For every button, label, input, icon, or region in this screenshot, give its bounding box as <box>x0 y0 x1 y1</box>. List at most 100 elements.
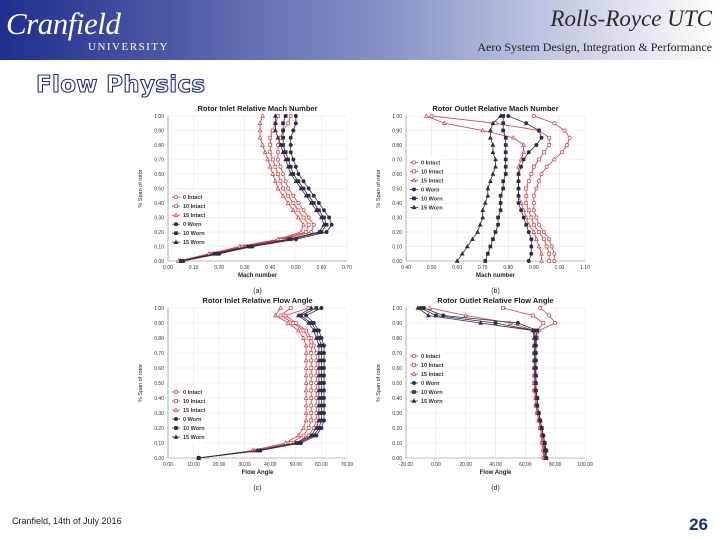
data-point <box>531 229 537 234</box>
y-tick-label: 0.20 <box>154 230 164 236</box>
data-point <box>552 157 557 162</box>
data-point <box>301 433 306 438</box>
y-tick-label: 0.80 <box>392 143 402 149</box>
legend-entry: 0 Intact <box>183 195 202 201</box>
data-point <box>547 259 552 263</box>
data-point <box>544 244 549 249</box>
data-point <box>487 178 493 184</box>
data-point <box>415 305 421 310</box>
data-point <box>534 402 540 408</box>
slide-header: Cranfield UNIVERSITY Rolls-Royce UTC Aer… <box>0 0 720 60</box>
data-point <box>303 402 309 408</box>
data-point <box>521 149 527 155</box>
data-point <box>329 222 334 227</box>
data-point <box>501 306 505 310</box>
data-point <box>314 306 319 310</box>
y-tick-label: 0.00 <box>154 259 164 265</box>
data-point <box>553 321 558 325</box>
legend-marker <box>174 426 178 430</box>
data-point <box>281 128 285 133</box>
data-point <box>309 351 314 355</box>
data-point <box>281 135 285 140</box>
y-tick-label: 0.80 <box>154 143 164 149</box>
data-point <box>278 313 283 318</box>
data-point <box>278 179 283 184</box>
data-point <box>327 215 332 220</box>
chart-legend: 0 Intact 10 Intact 15 Intact 0 Worn 10 Worn 1… <box>408 350 443 408</box>
legend-marker <box>412 390 416 394</box>
chart-legend: 0 Intact 10 Intact 15 Intact 0 Worn 10 Worn 1… <box>170 386 205 444</box>
data-point <box>482 200 488 205</box>
y-tick-label: 0.10 <box>154 245 164 251</box>
series-15-worn <box>196 305 322 460</box>
data-point <box>303 193 309 198</box>
legend-marker <box>412 169 416 174</box>
x-tick-label: 0.40 <box>401 265 411 271</box>
data-point <box>493 230 498 234</box>
data-point <box>306 215 311 220</box>
data-point <box>459 251 465 256</box>
data-point <box>493 164 498 169</box>
cranfield-logo: Cranfield UNIVERSITY <box>6 4 176 54</box>
data-point <box>490 142 496 147</box>
data-point <box>549 244 554 249</box>
data-point <box>542 440 548 445</box>
data-point <box>503 135 508 140</box>
data-point <box>529 237 534 242</box>
y-tick-label: 0.00 <box>392 456 402 462</box>
x-tick-label: 0.90 <box>529 265 539 271</box>
chart-title: Rotor Outlet Relative Mach Number <box>432 104 558 113</box>
data-point <box>301 179 306 184</box>
x-axis-label: Flow Angle <box>242 470 274 476</box>
data-point <box>316 417 322 423</box>
data-point <box>533 380 539 385</box>
x-tick-label: 0.30 <box>240 265 250 271</box>
data-point <box>506 114 511 118</box>
data-point <box>281 186 285 191</box>
data-point <box>531 335 537 340</box>
y-tick-label: 0.10 <box>392 441 402 447</box>
x-axis-label: Flow Angle <box>480 470 512 476</box>
data-point <box>276 150 280 155</box>
data-point <box>516 179 521 184</box>
data-point <box>273 127 278 133</box>
x-tick-label: 60.00 <box>315 462 328 468</box>
data-point <box>309 388 314 393</box>
x-tick-label: 80.00 <box>549 462 562 468</box>
legend-marker <box>174 204 178 209</box>
data-point <box>278 305 283 310</box>
data-point <box>547 135 552 140</box>
data-point <box>178 258 184 263</box>
data-point <box>477 222 483 227</box>
data-point <box>524 193 529 198</box>
data-point <box>316 395 322 400</box>
data-point <box>490 149 496 155</box>
data-point <box>526 230 531 234</box>
data-point <box>541 321 546 325</box>
data-point <box>306 222 311 227</box>
data-point <box>531 350 537 355</box>
header-gradient <box>0 0 720 60</box>
data-point <box>547 251 552 256</box>
data-point <box>485 193 491 198</box>
legend-marker <box>174 222 178 227</box>
data-point <box>524 201 529 205</box>
data-point <box>560 150 564 155</box>
data-point <box>531 114 536 118</box>
legend-background <box>408 350 442 408</box>
data-point <box>309 396 314 400</box>
data-point <box>419 306 423 310</box>
data-point <box>288 135 293 140</box>
data-point <box>526 208 531 213</box>
y-tick-label: 0.40 <box>154 201 164 207</box>
data-point <box>309 411 314 415</box>
header-title: Rolls-Royce UTC <box>550 6 712 31</box>
data-point <box>539 172 544 176</box>
data-point <box>280 193 286 198</box>
legend-entry: 10 Intact <box>421 169 443 175</box>
data-point <box>519 208 524 213</box>
legend-entry: 10 Intact <box>421 363 443 369</box>
data-point <box>543 455 549 460</box>
y-tick-label: 0.60 <box>154 172 164 178</box>
data-point <box>533 387 539 393</box>
